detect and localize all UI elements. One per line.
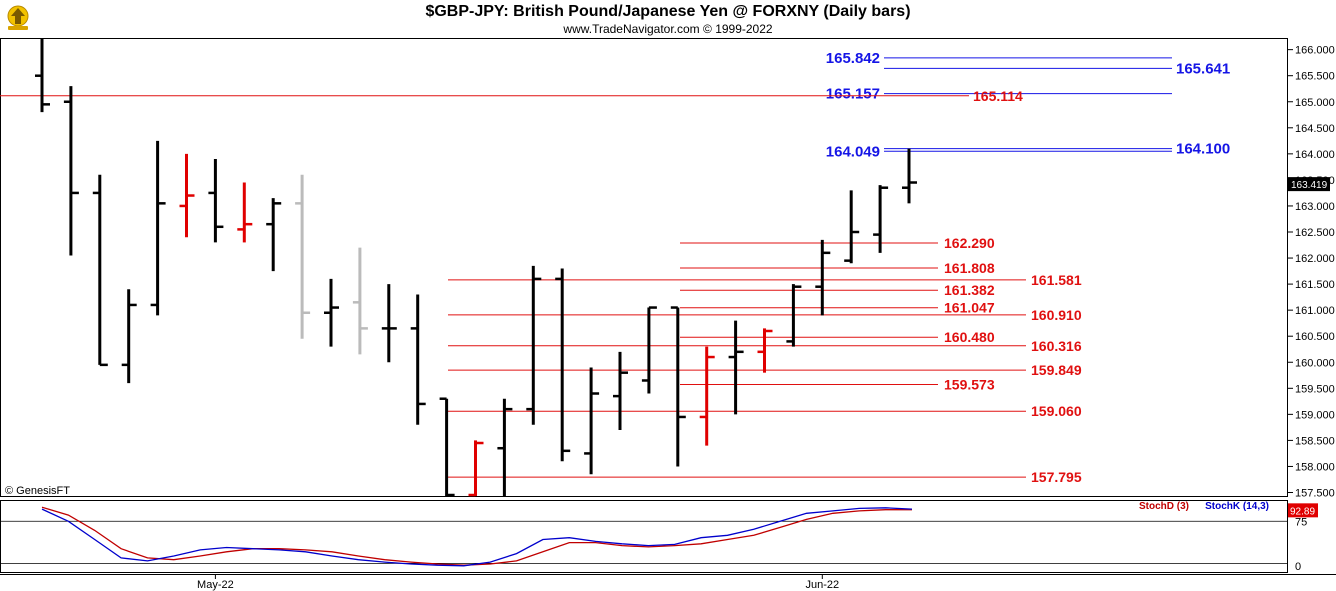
x-axis: May-22 Jun-22 xyxy=(197,574,839,591)
y-axis-ticks: 157.500 158.000 158.500 159.000 159.500 160.0… xyxy=(1288,45,1335,500)
level-label: 165.641 xyxy=(1176,60,1230,77)
chart-frames xyxy=(0,38,1336,575)
level-label: 162.290 xyxy=(944,235,995,251)
stochastic-panel: 75 0 92.89 StochD (3) StochK (14,3) xyxy=(0,501,1318,573)
level-label: 160.480 xyxy=(944,329,995,345)
level-label: 160.316 xyxy=(1031,338,1082,354)
y-tick-label: 164.000 xyxy=(1295,149,1335,161)
last-price-tag xyxy=(1288,177,1330,192)
price-bars xyxy=(35,39,917,497)
stoch-tick-label: 75 xyxy=(1295,516,1307,528)
trade-navigator-logo-icon xyxy=(2,2,34,34)
y-tick-label: 159.500 xyxy=(1295,383,1335,395)
last-price-label: 163.419 xyxy=(1291,180,1328,191)
y-tick-label: 166.000 xyxy=(1295,45,1335,57)
level-label: 159.849 xyxy=(1031,362,1082,378)
y-tick-label: 158.500 xyxy=(1295,435,1335,447)
y-tick-label: 162.000 xyxy=(1295,253,1335,265)
level-label: 165.157 xyxy=(826,86,880,103)
fib-levels: 165.842 165.641 165.157 165.114 164.100 164.0… xyxy=(0,50,1230,485)
chart-title: $GBP-JPY: British Pound/Japanese Yen @ F… xyxy=(425,3,911,20)
level-label: 165.842 xyxy=(826,50,880,67)
y-tick-label: 159.000 xyxy=(1295,409,1335,421)
chart-subtitle: www.TradeNavigator.com © 1999-2022 xyxy=(563,22,773,36)
stoch-last-label: 92.89 xyxy=(1290,506,1315,517)
y-tick-label: 163.000 xyxy=(1295,201,1335,213)
level-label: 160.910 xyxy=(1031,307,1082,323)
stoch-k-line xyxy=(41,507,913,567)
y-tick-label: 161.000 xyxy=(1295,305,1335,317)
stoch-d-legend: StochD (3) xyxy=(1139,501,1189,512)
y-tick-label: 161.500 xyxy=(1295,279,1335,291)
level-label: 157.795 xyxy=(1031,469,1082,485)
level-label: 161.581 xyxy=(1031,272,1082,288)
y-tick-label: 165.500 xyxy=(1295,71,1335,83)
chart-header: $GBP-JPY: British Pound/Japanese Yen @ F… xyxy=(0,0,1336,37)
level-label: 161.382 xyxy=(944,282,995,298)
stoch-last-tag xyxy=(1288,503,1318,518)
level-label: 159.060 xyxy=(1031,403,1082,419)
y-tick-label: 157.500 xyxy=(1295,488,1335,500)
price-panel-frame xyxy=(0,38,1288,497)
x-tick-label: Jun-22 xyxy=(805,579,839,591)
stoch-panel-frame xyxy=(0,500,1288,573)
level-label: 164.049 xyxy=(826,143,880,160)
y-tick-label: 165.000 xyxy=(1295,97,1335,109)
level-label: 165.114 xyxy=(973,88,1023,104)
y-tick-label: 160.500 xyxy=(1295,331,1335,343)
y-tick-label: 164.500 xyxy=(1295,123,1335,135)
stoch-k-legend: StochK (14,3) xyxy=(1205,501,1269,512)
genesis-watermark: © GenesisFT xyxy=(5,485,70,497)
y-tick-label: 162.500 xyxy=(1295,227,1335,239)
level-label: 159.573 xyxy=(944,376,995,392)
stoch-tick-label: 0 xyxy=(1295,561,1301,573)
y-tick-label: 158.000 xyxy=(1295,461,1335,473)
level-label: 161.047 xyxy=(944,300,995,316)
level-label: 164.100 xyxy=(1176,141,1230,158)
x-tick-label: May-22 xyxy=(197,579,234,591)
level-label: 161.808 xyxy=(944,260,995,276)
y-tick-label: 160.000 xyxy=(1295,357,1335,369)
